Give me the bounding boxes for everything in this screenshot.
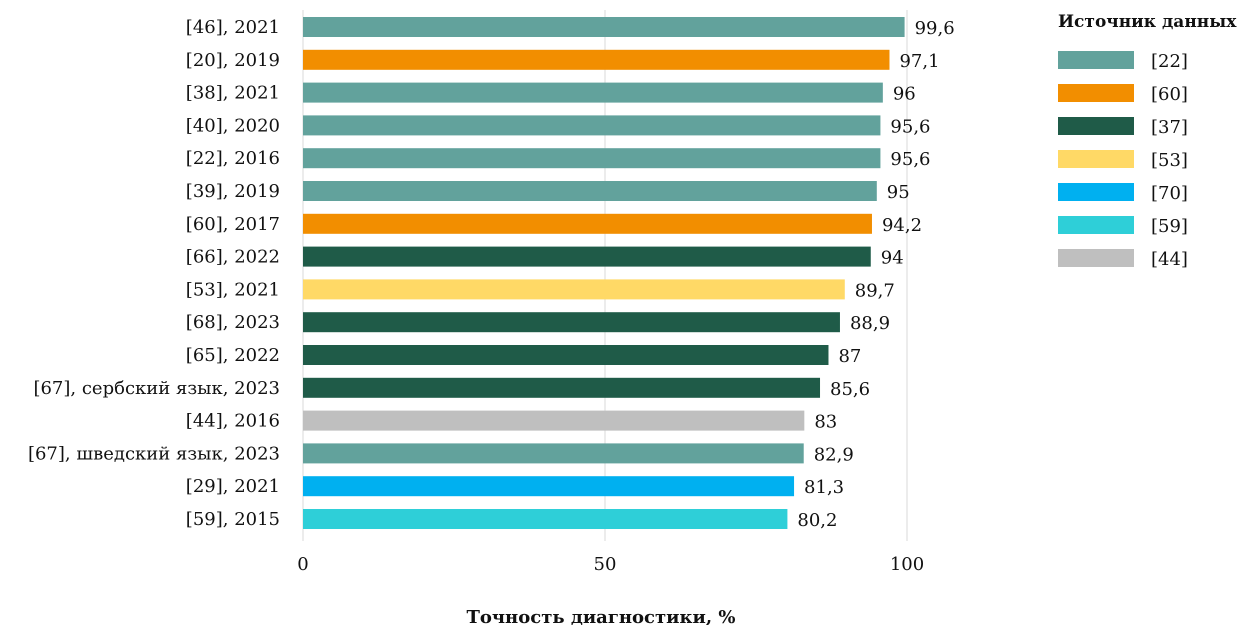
bar-4 [303, 148, 881, 169]
legend-label-4: [70] [1151, 183, 1188, 204]
category-label-10: [65], 2022 [186, 345, 280, 366]
bar-6 [303, 213, 872, 234]
legend-swatch-5 [1058, 216, 1134, 234]
x-tick-label-0: 0 [297, 554, 308, 575]
legend-label-0: [22] [1151, 51, 1188, 72]
legend-swatch-3 [1058, 150, 1134, 168]
bar-14 [303, 476, 795, 497]
x-tick-label-2: 100 [890, 554, 924, 575]
value-label-8: 89,7 [855, 280, 895, 301]
category-label-4: [22], 2016 [186, 148, 280, 169]
category-label-2: [38], 2021 [186, 83, 280, 104]
legend-title: Источник данных [1058, 12, 1237, 32]
x-axis-ticks: 0 50 100 [297, 554, 924, 575]
category-label-15: [59], 2015 [186, 509, 280, 530]
category-label-11: [67], сербский язык, 2023 [33, 378, 280, 399]
category-label-6: [60], 2017 [186, 214, 280, 235]
value-label-0: 99,6 [915, 18, 955, 39]
value-labels: 99,6 97,1 96 95,6 95,6 95 94,2 94 89,7 88,9 87 85,6… [797, 18, 954, 531]
value-label-1: 97,1 [899, 51, 939, 72]
legend-label-3: [53] [1151, 150, 1188, 171]
legend-swatch-0 [1058, 51, 1134, 69]
category-label-5: [39], 2019 [186, 181, 280, 202]
category-label-9: [68], 2023 [186, 312, 280, 333]
bar-8 [303, 279, 845, 300]
x-axis-title: Точность диагностики, % [466, 607, 735, 625]
bar-10 [303, 345, 829, 365]
category-label-1: [20], 2019 [186, 50, 280, 71]
legend-label-1: [60] [1151, 84, 1188, 105]
bar-13 [303, 443, 804, 464]
value-label-3: 95,6 [890, 116, 930, 137]
value-label-6: 94,2 [882, 215, 922, 236]
category-label-7: [66], 2022 [186, 247, 280, 268]
value-label-4: 95,6 [890, 149, 930, 170]
legend-label-5: [59] [1151, 216, 1188, 237]
category-label-14: [29], 2021 [186, 476, 280, 497]
x-tick-label-1: 50 [594, 554, 617, 575]
legend-swatch-2 [1058, 117, 1134, 135]
value-label-5: 95 [887, 182, 910, 203]
legend-label-2: [37] [1151, 117, 1188, 138]
bar-1 [303, 49, 890, 70]
category-label-13: [67], шведский язык, 2023 [28, 443, 280, 464]
bar-11 [303, 377, 821, 398]
value-label-2: 96 [893, 84, 916, 105]
bar-3 [303, 115, 881, 136]
legend-swatch-4 [1058, 183, 1134, 201]
legend-swatch-6 [1058, 249, 1134, 267]
bar-7 [303, 246, 871, 267]
value-label-10: 87 [838, 346, 861, 367]
value-label-7: 94 [881, 248, 904, 269]
bar-15 [303, 509, 788, 529]
category-label-8: [53], 2021 [186, 279, 280, 300]
bar-12 [303, 410, 805, 431]
bar-9 [303, 312, 840, 333]
legend: Источник данных [22] [60] [37] [53] [70] [59]… [1058, 12, 1237, 270]
value-label-12: 83 [814, 412, 837, 433]
bar-5 [303, 181, 877, 201]
bar-2 [303, 82, 883, 103]
category-label-0: [46], 2021 [186, 17, 280, 38]
category-labels: [46], 2021 [20], 2019 [38], 2021 [40], 2020… [28, 17, 280, 530]
bars [303, 17, 905, 529]
category-label-12: [44], 2016 [186, 411, 280, 432]
value-label-11: 85,6 [830, 379, 870, 400]
value-label-9: 88,9 [850, 313, 890, 334]
category-label-3: [40], 2020 [186, 115, 280, 136]
legend-label-6: [44] [1151, 249, 1188, 270]
value-label-14: 81,3 [804, 477, 844, 498]
legend-swatch-1 [1058, 84, 1134, 102]
value-label-15: 80,2 [797, 510, 837, 531]
bar-0 [303, 17, 905, 37]
value-label-13: 82,9 [814, 444, 854, 465]
